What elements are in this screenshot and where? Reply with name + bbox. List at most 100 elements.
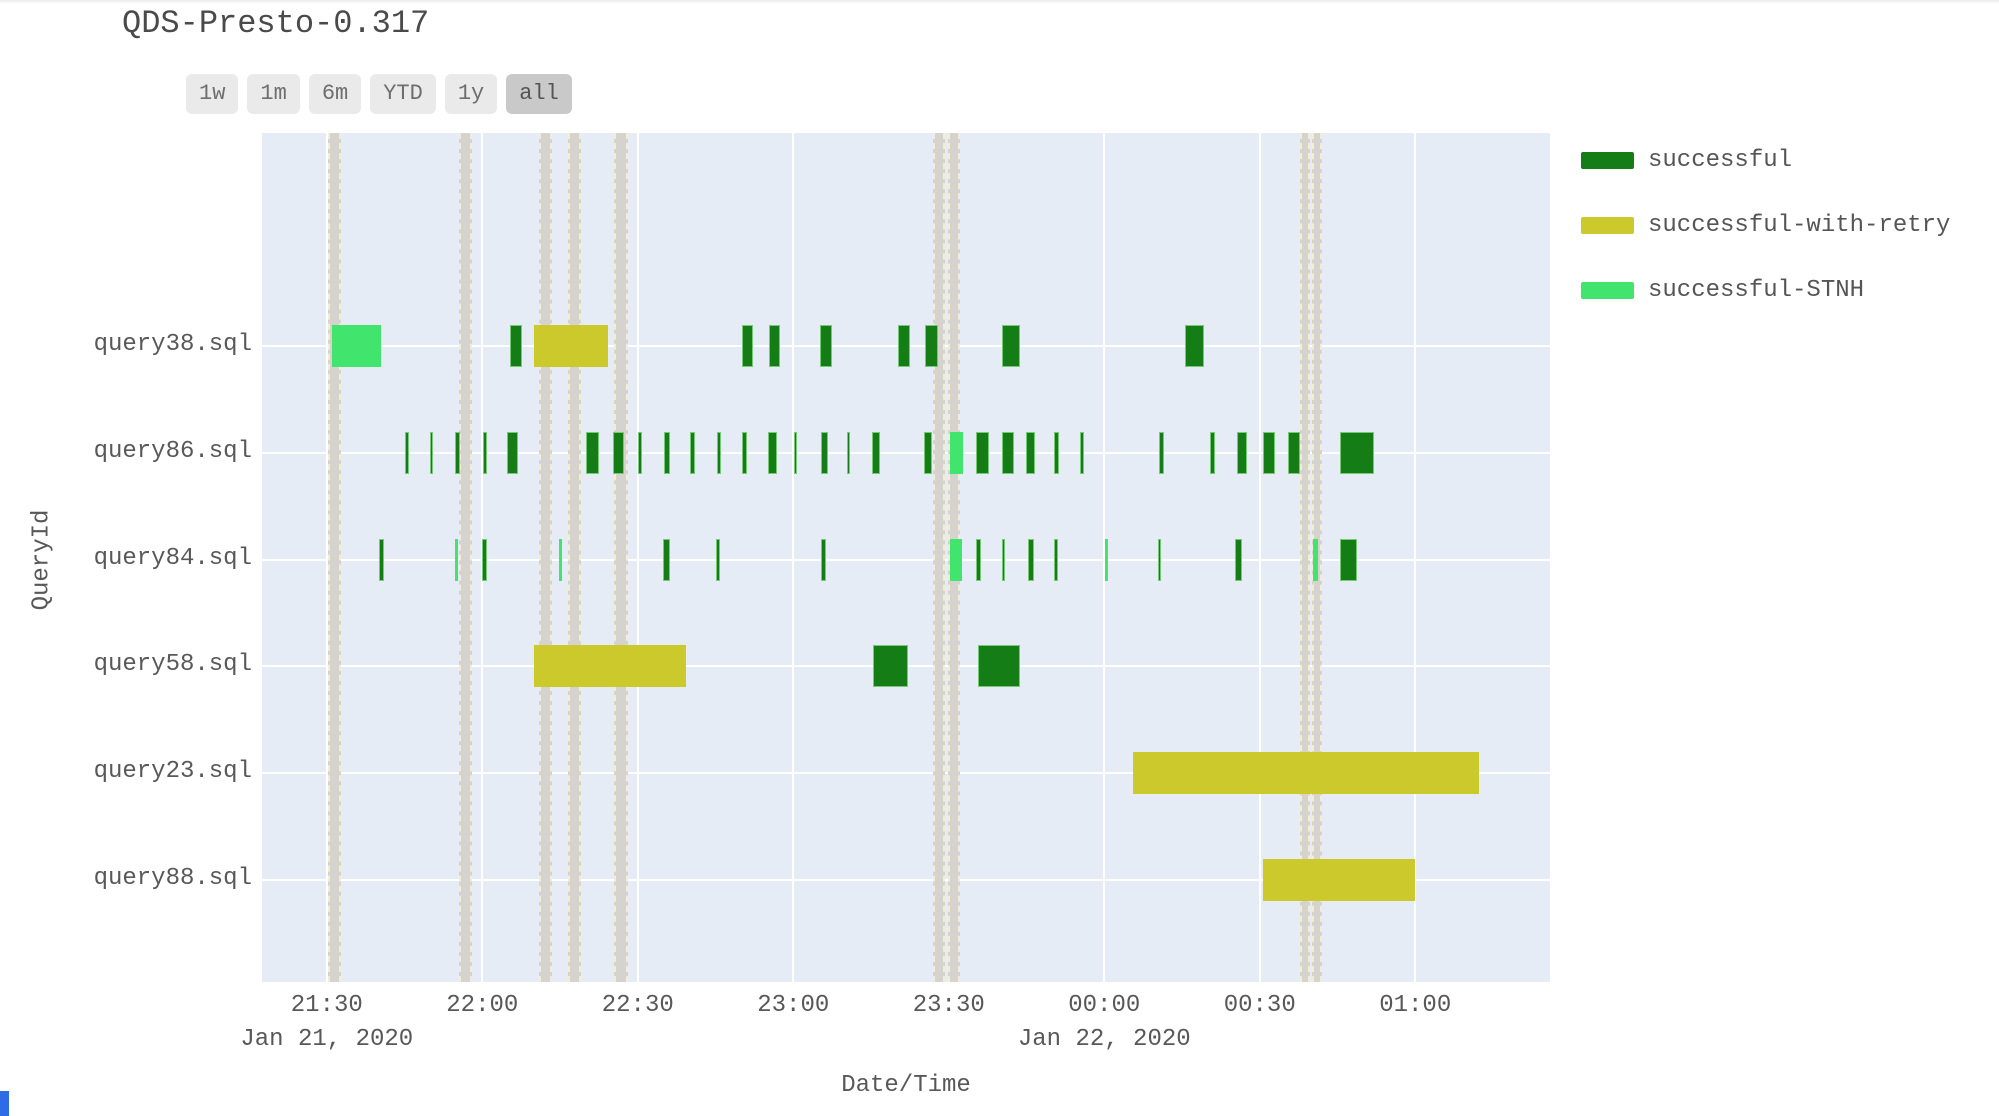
timeline-bar[interactable] bbox=[1053, 431, 1060, 474]
timeline-bar[interactable] bbox=[506, 431, 519, 474]
maintenance-band bbox=[613, 133, 628, 982]
x-tick-label: 23:30 bbox=[912, 992, 985, 1019]
range-button-ytd[interactable]: YTD bbox=[370, 74, 436, 115]
timeline-bar[interactable] bbox=[847, 431, 851, 474]
timeline-bar[interactable] bbox=[978, 645, 1021, 688]
legend-swatch-successful-stnh bbox=[1581, 282, 1634, 299]
bars-layer bbox=[262, 133, 1550, 982]
legend-swatch-successful bbox=[1581, 152, 1634, 169]
timeline-bar[interactable] bbox=[1053, 538, 1059, 581]
x-gridline bbox=[1414, 133, 1417, 982]
timeline-bar[interactable] bbox=[1209, 431, 1216, 474]
timeline-bar[interactable] bbox=[1236, 431, 1248, 474]
y-tick-label: query86.sql bbox=[93, 437, 252, 465]
x-tick-label: 23:00 bbox=[757, 992, 830, 1019]
timeline-bar[interactable] bbox=[820, 325, 833, 367]
timeline-bar[interactable] bbox=[950, 538, 963, 581]
y-gridline bbox=[262, 558, 1550, 561]
range-selector: 1w 1m 6m YTD 1y all bbox=[186, 74, 572, 115]
x-tick-label: 22:00 bbox=[446, 992, 519, 1019]
timeline-bar[interactable] bbox=[1002, 325, 1021, 367]
timeline-bar[interactable] bbox=[585, 431, 599, 474]
timeline-bar[interactable] bbox=[663, 538, 670, 581]
timeline-bar[interactable] bbox=[1104, 538, 1108, 581]
x-gridline bbox=[325, 133, 328, 982]
timeline-bar[interactable] bbox=[1159, 431, 1165, 474]
timeline-bar[interactable] bbox=[1025, 431, 1036, 474]
range-button-1w[interactable]: 1w bbox=[186, 74, 239, 115]
timeline-bar[interactable] bbox=[612, 431, 624, 474]
y-tick-label: query38.sql bbox=[93, 331, 252, 358]
timeline-bar[interactable] bbox=[872, 431, 880, 474]
timeline-bar[interactable] bbox=[534, 325, 608, 367]
legend-item-successful[interactable]: successful bbox=[1581, 147, 1950, 174]
plot-area[interactable] bbox=[262, 133, 1550, 982]
timeline-bar[interactable] bbox=[454, 431, 460, 474]
y-axis-title: QueryId bbox=[28, 509, 56, 611]
timeline-bar[interactable] bbox=[1263, 859, 1416, 901]
timeline-bar[interactable] bbox=[976, 431, 990, 474]
timeline-bar[interactable] bbox=[741, 431, 748, 474]
range-button-6m[interactable]: 6m bbox=[308, 74, 362, 115]
timeline-bar[interactable] bbox=[768, 325, 780, 367]
timeline-bar[interactable] bbox=[717, 431, 721, 474]
maintenance-band bbox=[1300, 133, 1311, 982]
timeline-bar[interactable] bbox=[405, 431, 409, 474]
timeline-bar[interactable] bbox=[429, 431, 434, 474]
range-button-all[interactable]: all bbox=[506, 74, 572, 115]
timeline-bar[interactable] bbox=[454, 538, 458, 581]
timeline-bar[interactable] bbox=[793, 431, 797, 474]
timeline-bar[interactable] bbox=[1340, 538, 1358, 581]
timeline-bar[interactable] bbox=[534, 645, 686, 688]
timeline-bar[interactable] bbox=[820, 538, 826, 581]
timeline-bar[interactable] bbox=[1028, 538, 1035, 581]
timeline-bar[interactable] bbox=[716, 538, 721, 581]
window-top-edge bbox=[0, 0, 1999, 4]
timeline-bar[interactable] bbox=[1340, 431, 1375, 474]
timeline-bar[interactable] bbox=[1313, 538, 1319, 581]
timeline-bar[interactable] bbox=[331, 325, 382, 367]
timeline-bar[interactable] bbox=[950, 431, 964, 474]
timeline-bar[interactable] bbox=[1234, 538, 1243, 581]
timeline-bar[interactable] bbox=[481, 538, 487, 581]
timeline-bar[interactable] bbox=[873, 645, 908, 688]
timeline-bar[interactable] bbox=[1263, 431, 1276, 474]
timeline-bar[interactable] bbox=[924, 325, 938, 367]
timeline-bar[interactable] bbox=[976, 538, 981, 581]
legend: successful successful-with-retry success… bbox=[1581, 147, 1950, 342]
timeline-bar[interactable] bbox=[690, 431, 695, 474]
timeline-bar[interactable] bbox=[1288, 431, 1301, 474]
timeline-bar[interactable] bbox=[1133, 752, 1480, 795]
timeline-bar[interactable] bbox=[558, 538, 563, 581]
timeline-bar[interactable] bbox=[923, 431, 933, 474]
timeline-bar[interactable] bbox=[482, 431, 487, 474]
timeline-bar[interactable] bbox=[897, 325, 910, 367]
timeline-bar[interactable] bbox=[663, 431, 670, 474]
range-button-1y[interactable]: 1y bbox=[444, 74, 498, 115]
timeline-bar[interactable] bbox=[1002, 538, 1006, 581]
x-tick-label: 00:30 bbox=[1223, 992, 1296, 1019]
range-button-1m[interactable]: 1m bbox=[247, 74, 300, 115]
timeline-bar[interactable] bbox=[637, 431, 642, 474]
x-day-label: Jan 22, 2020 bbox=[1017, 1026, 1191, 1053]
timeline-bar[interactable] bbox=[1079, 431, 1085, 474]
x-tick-label: 21:30 bbox=[290, 992, 363, 1019]
timeline-bar[interactable] bbox=[767, 431, 778, 474]
x-gridline bbox=[1258, 133, 1261, 982]
timeline-bar[interactable] bbox=[741, 325, 753, 367]
maintenance-band bbox=[933, 133, 946, 982]
x-axis-title: Date/Time bbox=[841, 1072, 971, 1099]
legend-item-successful-with-retry[interactable]: successful-with-retry bbox=[1581, 212, 1950, 239]
timeline-bar[interactable] bbox=[378, 538, 384, 581]
timeline-bar[interactable] bbox=[820, 431, 828, 474]
timeline-bar[interactable] bbox=[509, 325, 522, 367]
timeline-bar[interactable] bbox=[1158, 538, 1162, 581]
y-gridline bbox=[262, 451, 1550, 454]
legend-swatch-successful-with-retry bbox=[1581, 217, 1634, 234]
timeline-bar[interactable] bbox=[1002, 431, 1015, 474]
legend-label: successful bbox=[1648, 147, 1793, 174]
x-tick-label: 00:00 bbox=[1068, 992, 1141, 1019]
legend-item-successful-stnh[interactable]: successful-STNH bbox=[1581, 277, 1950, 304]
x-tick-label: 01:00 bbox=[1379, 992, 1452, 1019]
timeline-bar[interactable] bbox=[1185, 325, 1205, 367]
